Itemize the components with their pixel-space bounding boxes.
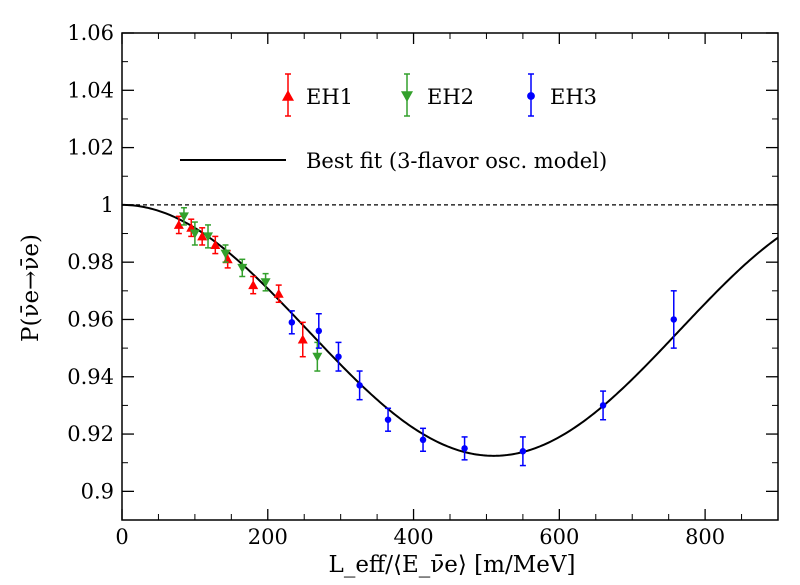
data-point-eh3 bbox=[461, 445, 468, 452]
x-tick-label: 600 bbox=[539, 525, 579, 549]
legend-label: EH3 bbox=[550, 85, 597, 109]
best-fit-curve bbox=[121, 203, 779, 457]
legend-label: EH1 bbox=[306, 85, 353, 109]
data-point-eh1 bbox=[273, 288, 284, 298]
data-points-layer bbox=[173, 206, 678, 467]
legend-marker bbox=[282, 90, 294, 101]
data-point-eh2 bbox=[220, 249, 231, 259]
y-tick-label: 0.92 bbox=[67, 422, 114, 446]
data-point-eh1 bbox=[248, 280, 259, 290]
legend-marker bbox=[401, 91, 413, 102]
legend-entry-eh2: EH2 bbox=[401, 73, 474, 117]
data-point-eh2 bbox=[178, 212, 189, 222]
y-tick-label: 0.9 bbox=[81, 479, 114, 503]
series-eh1 bbox=[173, 215, 308, 358]
x-tick-label: 800 bbox=[685, 525, 725, 549]
data-point-eh3 bbox=[670, 316, 678, 323]
legend-label: EH2 bbox=[427, 85, 474, 109]
y-tick-label: 1.04 bbox=[67, 78, 114, 102]
data-point-eh1 bbox=[197, 231, 208, 241]
data-point-eh2 bbox=[203, 232, 214, 242]
legend-entry-best-fit: Best fit (3-flavor osc. model) bbox=[180, 149, 607, 173]
data-point-eh3 bbox=[419, 436, 427, 444]
data-point-eh2 bbox=[260, 278, 271, 288]
x-tick-label: 0 bbox=[115, 525, 128, 549]
data-point-eh1 bbox=[297, 334, 308, 344]
y-axis-title: P(ν̄e→ν̄e) bbox=[18, 234, 44, 342]
y-tick-label: 0.94 bbox=[67, 365, 114, 389]
x-axis-title: L_eff/⟨E_ν̄e⟩ [m/MeV] bbox=[329, 552, 576, 578]
data-point-eh3 bbox=[335, 353, 342, 360]
best-fit-layer bbox=[121, 203, 779, 457]
data-point-eh3 bbox=[288, 319, 296, 326]
series-eh3 bbox=[288, 290, 678, 467]
data-point-eh1 bbox=[173, 219, 184, 229]
legend: EH1 EH2 EH3 Best fit (3-flavor osc. model) bbox=[180, 73, 607, 173]
ticks-layer: 0 200 400 600 800 0.9 0.92 0.94 0.96 0.98 1 1.02 1.0… bbox=[67, 21, 779, 549]
data-point-eh1 bbox=[210, 239, 221, 249]
x-tick-label: 400 bbox=[394, 525, 434, 549]
data-point-eh3 bbox=[384, 416, 392, 423]
data-point-eh2 bbox=[189, 229, 200, 239]
series-eh2 bbox=[178, 206, 323, 372]
y-tick-label: 1 bbox=[101, 193, 114, 217]
y-tick-label: 0.96 bbox=[67, 307, 114, 331]
legend-entry-eh1: EH1 bbox=[282, 73, 353, 117]
data-point-eh3 bbox=[315, 327, 323, 335]
data-point-eh2 bbox=[312, 352, 323, 362]
legend-label: Best fit (3-flavor osc. model) bbox=[306, 149, 607, 173]
data-point-eh2 bbox=[237, 263, 248, 273]
legend-entry-eh3: EH3 bbox=[527, 73, 597, 117]
legend-marker bbox=[527, 92, 535, 100]
y-tick-label: 0.98 bbox=[67, 250, 114, 274]
y-tick-label: 1.02 bbox=[67, 136, 114, 160]
data-point-eh3 bbox=[599, 402, 607, 409]
data-point-eh3 bbox=[356, 382, 363, 389]
data-point-eh3 bbox=[519, 447, 527, 455]
y-tick-label: 1.06 bbox=[67, 21, 114, 45]
x-tick-label: 200 bbox=[248, 525, 288, 549]
